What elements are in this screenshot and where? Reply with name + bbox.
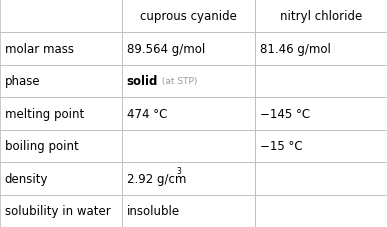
Bar <box>255 65 387 98</box>
Bar <box>255 130 387 162</box>
Text: 474 °C: 474 °C <box>127 107 167 120</box>
Bar <box>0 33 122 65</box>
Bar <box>122 162 255 195</box>
Bar <box>122 65 255 98</box>
Text: 2.92 g/cm: 2.92 g/cm <box>127 172 186 185</box>
Bar <box>122 195 255 227</box>
Text: density: density <box>5 172 48 185</box>
Bar <box>255 162 387 195</box>
Text: 81.46 g/mol: 81.46 g/mol <box>260 43 331 56</box>
Text: insoluble: insoluble <box>127 204 180 217</box>
Text: (at STP): (at STP) <box>159 77 198 86</box>
Bar <box>122 33 255 65</box>
Bar <box>0 162 122 195</box>
Text: 89.564 g/mol: 89.564 g/mol <box>127 43 205 56</box>
Bar <box>255 195 387 227</box>
Text: −15 °C: −15 °C <box>260 140 303 153</box>
Text: boiling point: boiling point <box>5 140 79 153</box>
Bar <box>122 98 255 130</box>
Text: cuprous cyanide: cuprous cyanide <box>140 10 237 23</box>
Text: −145 °C: −145 °C <box>260 107 310 120</box>
Text: solubility in water: solubility in water <box>5 204 110 217</box>
Bar <box>255 98 387 130</box>
Text: 3: 3 <box>176 166 181 175</box>
Bar <box>122 130 255 162</box>
Text: melting point: melting point <box>5 107 84 120</box>
Bar <box>255 0 387 33</box>
Bar <box>0 195 122 227</box>
Text: phase: phase <box>5 75 40 88</box>
Text: solid: solid <box>127 75 158 88</box>
Bar <box>0 65 122 98</box>
Bar <box>0 0 122 33</box>
Bar <box>0 130 122 162</box>
Bar <box>122 0 255 33</box>
Bar <box>0 98 122 130</box>
Bar <box>255 33 387 65</box>
Text: nitryl chloride: nitryl chloride <box>280 10 362 23</box>
Text: molar mass: molar mass <box>5 43 74 56</box>
